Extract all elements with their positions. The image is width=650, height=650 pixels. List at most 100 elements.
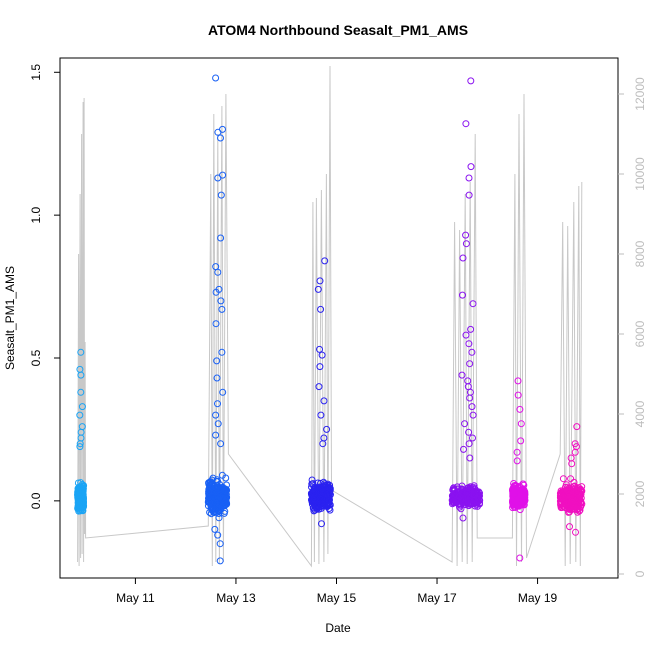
- data-point-outlier: [566, 523, 573, 531]
- data-point-outlier: [77, 348, 85, 356]
- data-point: [308, 483, 315, 491]
- y-tick-label: 0.5: [29, 349, 43, 366]
- data-point: [308, 476, 316, 484]
- data-point: [575, 494, 582, 502]
- data-point-outlier: [573, 423, 581, 431]
- data-point-outlier: [516, 554, 524, 562]
- data-point: [578, 500, 586, 508]
- y2-tick-label: 2000: [633, 480, 647, 507]
- data-point: [576, 506, 584, 514]
- data-point: [563, 486, 571, 494]
- data-point-outlier: [321, 257, 329, 265]
- data-point-outlier: [214, 420, 222, 428]
- data-point: [457, 500, 465, 508]
- data-point-outlier: [514, 377, 522, 385]
- data-point-outlier: [568, 460, 576, 468]
- data-point: [211, 498, 219, 506]
- data-point-outlier: [517, 437, 525, 445]
- data-point-outlier: [212, 320, 220, 328]
- data-point: [470, 491, 478, 499]
- data-point-outlier: [466, 394, 474, 402]
- data-point: [559, 475, 567, 483]
- data-point: [510, 493, 518, 501]
- data-point-outlier: [77, 388, 85, 396]
- data-point: [512, 500, 520, 508]
- data-point-outlier: [214, 268, 222, 276]
- data-point-outlier: [513, 448, 521, 456]
- data-point-outlier: [76, 411, 84, 419]
- data-point-outlier: [467, 77, 475, 85]
- altitude-line: [77, 65, 583, 568]
- data-point: [204, 502, 212, 510]
- data-point: [565, 488, 573, 496]
- x-tick-label: May 17: [417, 591, 457, 605]
- data-point-outlier: [214, 174, 222, 182]
- data-point: [449, 495, 457, 503]
- data-point-outlier: [467, 325, 475, 333]
- altitude-trace: [77, 65, 583, 568]
- data-point: [205, 488, 213, 495]
- data-point-outlier: [76, 440, 84, 448]
- data-point-outlier: [218, 348, 226, 356]
- data-point: [467, 500, 475, 508]
- data-point-outlier: [468, 403, 476, 411]
- data-point-outlier: [214, 400, 221, 408]
- data-point: [565, 508, 572, 516]
- data-point: [567, 475, 575, 483]
- axes: 0.0 0.5 1.0 1.5 May 11 May 13 May 15 May 17 May …: [29, 64, 647, 605]
- data-point-outlier: [316, 277, 324, 285]
- data-point: [458, 482, 466, 490]
- data-point: [212, 484, 220, 491]
- data-point: [309, 480, 317, 488]
- flight-points-f5: [509, 377, 529, 562]
- data-point-outlier: [469, 411, 477, 419]
- data-point: [564, 498, 572, 506]
- flight-points-f6: [556, 423, 586, 536]
- data-point-outlier: [571, 448, 579, 456]
- plot-frame: [59, 57, 619, 579]
- data-point: [221, 494, 228, 502]
- data-point: [213, 490, 221, 498]
- y-tick-label: 1.5: [29, 64, 43, 81]
- data-point: [218, 471, 226, 479]
- data-point-outlier: [459, 254, 467, 262]
- data-point-outlier: [469, 434, 476, 442]
- data-point: [574, 487, 582, 495]
- data-point: [510, 496, 518, 504]
- data-point-outlier: [212, 431, 220, 439]
- data-point-outlier: [316, 363, 324, 371]
- data-point-outlier: [219, 388, 227, 396]
- data-point-outlier: [216, 557, 224, 565]
- x-tick-label: May 15: [317, 591, 357, 605]
- data-point-outlier: [211, 525, 219, 533]
- data-point: [217, 484, 225, 492]
- data-point-outlier: [217, 134, 224, 142]
- data-point: [521, 494, 529, 502]
- data-point-outlier: [212, 288, 220, 296]
- data-point-outlier: [323, 425, 331, 433]
- data-point-outlier: [317, 411, 325, 419]
- y2-tick-label: 4000: [633, 400, 647, 427]
- data-point-outlier: [217, 234, 225, 242]
- x-tick-label: May 19: [518, 591, 558, 605]
- data-point-outlier: [218, 305, 226, 313]
- y2-tick-label: 12000: [633, 77, 647, 111]
- data-point: [471, 491, 479, 499]
- data-point: [78, 490, 85, 498]
- flight-points-f1: [74, 348, 88, 515]
- data-point-outlier: [461, 420, 469, 428]
- data-point-outlier: [465, 174, 473, 182]
- data-point: [214, 491, 222, 499]
- data-point: [577, 487, 585, 495]
- flight-points-f2: [204, 74, 231, 565]
- y-tick-label: 0.0: [29, 492, 43, 509]
- data-point-outlier: [212, 74, 220, 82]
- y2-tick-label: 10000: [633, 157, 647, 191]
- data-point: [208, 487, 216, 495]
- data-point: [320, 478, 328, 486]
- data-point: [205, 495, 213, 503]
- data-point: [560, 494, 567, 502]
- data-point-outlier: [77, 371, 85, 379]
- data-point-outlier: [214, 531, 222, 539]
